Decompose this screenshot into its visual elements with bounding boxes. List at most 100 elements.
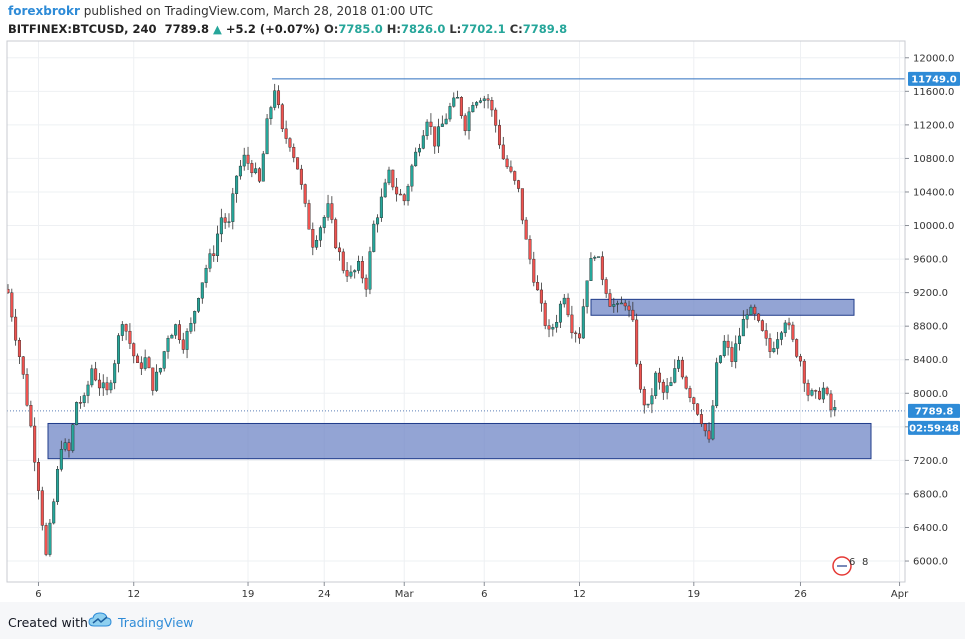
candle-body	[421, 135, 425, 149]
candle-body	[829, 393, 833, 411]
candle	[242, 147, 246, 171]
candle	[318, 225, 322, 247]
candle-body	[261, 153, 265, 182]
candle	[452, 92, 456, 108]
candle-body	[509, 166, 513, 172]
candle	[261, 150, 265, 182]
candle-body	[189, 323, 193, 332]
candle-body	[78, 402, 82, 404]
candle	[326, 194, 330, 221]
candle-body	[410, 165, 414, 187]
candle-body	[589, 258, 593, 281]
candle	[623, 299, 627, 311]
candle	[21, 356, 25, 379]
candle	[59, 440, 63, 472]
candle-body	[482, 98, 486, 101]
candle-body	[372, 223, 376, 252]
candle-body	[67, 442, 71, 451]
candle	[387, 166, 391, 186]
candle-body	[566, 297, 570, 316]
candle-body	[185, 331, 189, 350]
tradingview-brand[interactable]: TradingView	[118, 615, 194, 630]
candle-body	[646, 403, 650, 406]
candle	[219, 208, 223, 243]
grid	[7, 41, 905, 582]
candle-body	[490, 100, 494, 111]
price-chart[interactable]: 6000.06400.06800.07200.07600.08000.08400…	[0, 0, 965, 602]
candle	[738, 327, 742, 351]
candle	[170, 333, 174, 339]
candle-body	[246, 154, 250, 164]
candle	[196, 297, 200, 314]
candle	[78, 396, 82, 409]
candle-body	[395, 186, 399, 195]
candle-body	[33, 425, 37, 463]
candle-body	[795, 339, 799, 357]
candle-body	[315, 240, 319, 248]
author-name[interactable]: forexbrokr	[8, 4, 80, 18]
candle-body	[341, 251, 345, 271]
candle-body	[204, 268, 208, 283]
candle	[120, 321, 124, 341]
candle	[734, 335, 738, 369]
candle	[578, 327, 582, 344]
candle-body	[783, 322, 787, 334]
candle-body	[322, 217, 326, 228]
candle-body	[376, 217, 380, 225]
time-tick-label: 6	[481, 589, 487, 600]
candle	[155, 364, 159, 392]
candle	[429, 113, 433, 135]
candle-body	[143, 357, 147, 369]
candle-body	[581, 306, 585, 339]
candle-body	[170, 335, 174, 339]
candle	[718, 355, 722, 364]
candle-body	[292, 147, 296, 158]
candle-body	[254, 168, 258, 174]
candle	[646, 403, 650, 408]
candle-body	[284, 128, 288, 139]
candle-body	[337, 247, 341, 253]
symbol-label: BITFINEX:BTCUSD, 240	[8, 22, 157, 36]
candle-body	[711, 405, 715, 440]
candle-body	[734, 343, 738, 362]
candle-body	[604, 279, 608, 294]
candle	[604, 277, 608, 298]
resistance-line[interactable]	[7, 78, 905, 412]
candle-body	[551, 327, 555, 330]
candle	[158, 367, 162, 375]
candle	[722, 335, 726, 358]
price-tick-label: 8000.0	[913, 389, 948, 400]
candle	[139, 356, 143, 375]
candle	[417, 143, 421, 157]
candle-body	[497, 125, 501, 146]
time-tick-label: 12	[573, 589, 586, 600]
candle	[501, 136, 505, 160]
candle	[391, 169, 395, 191]
time-axis[interactable]: 6 12 19 24 Mar 6 12 19 26 Apr	[35, 582, 909, 600]
candle-body	[524, 219, 528, 240]
candle-body	[357, 261, 361, 271]
candle-body	[326, 203, 330, 218]
price-tick-label: 8400.0	[913, 355, 948, 366]
candle	[71, 423, 75, 453]
candle	[208, 248, 212, 273]
candle	[440, 115, 444, 127]
candle	[798, 353, 802, 367]
candle-body	[109, 382, 113, 391]
price-axis[interactable]: 6000.06400.06800.07200.07600.08000.08400…	[905, 53, 954, 568]
candle	[406, 183, 410, 206]
candle	[257, 167, 261, 184]
candle-body	[638, 363, 642, 390]
candle	[368, 246, 372, 295]
candle-body	[810, 390, 814, 396]
candle	[589, 252, 593, 281]
candle-body	[494, 109, 498, 126]
ohlc-close: C:7789.8	[509, 22, 568, 36]
candle	[802, 358, 806, 392]
tradingview-cloud-icon[interactable]	[88, 612, 112, 628]
candle	[337, 242, 341, 261]
price-tick-label: 6800.0	[913, 489, 948, 500]
candle-body	[196, 298, 200, 312]
candle-body	[227, 221, 231, 223]
